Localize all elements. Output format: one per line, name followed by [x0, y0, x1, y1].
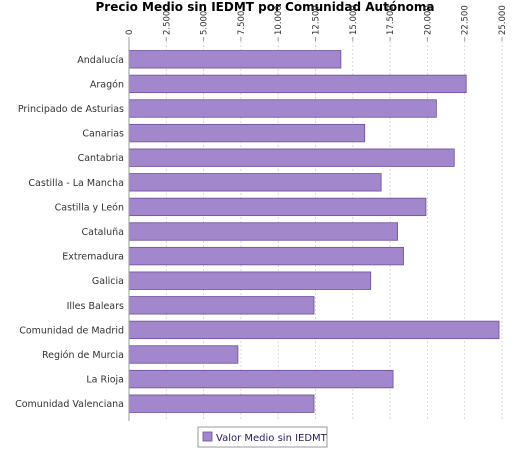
- x-tick-label: 5.000: [200, 11, 210, 35]
- category-label: Illes Balears: [67, 301, 124, 312]
- bar: [128, 222, 398, 241]
- bar: [128, 246, 404, 266]
- x-tick-label: 2.500: [162, 11, 172, 35]
- bar: [128, 271, 372, 290]
- bar: [128, 197, 427, 217]
- category-label: Canarias: [82, 129, 124, 140]
- category-label: Comunidad de Madrid: [19, 325, 124, 336]
- bar: [128, 123, 366, 143]
- x-tick-label: 12.500: [312, 5, 322, 35]
- bar: [128, 50, 342, 69]
- bar: [128, 296, 315, 315]
- legend: Valor Medio sin IEDMT: [197, 426, 328, 448]
- bar: [128, 369, 394, 389]
- x-tick-label: 22.500: [461, 5, 471, 35]
- category-label: Cataluña: [81, 227, 124, 238]
- bar: [128, 320, 500, 340]
- category-labels: Andalucía Aragón Principado de Asturias Can…: [15, 55, 124, 410]
- x-tick-label: 10.000: [274, 5, 284, 35]
- bars: [128, 50, 500, 413]
- x-tick-label: 15.000: [349, 5, 359, 35]
- x-tick-label: 17.500: [386, 5, 396, 35]
- category-label: Principado de Asturias: [18, 104, 124, 115]
- bar: [128, 394, 315, 413]
- bar: [128, 173, 382, 192]
- category-label: Castilla y León: [55, 202, 124, 213]
- category-label: La Rioja: [86, 375, 124, 386]
- chart-title: Precio Medio sin IEDMT por Comunidad Aut…: [96, 0, 435, 14]
- legend-label: Valor Medio sin IEDMT: [216, 433, 328, 444]
- x-tick-label: 25.000: [498, 5, 508, 35]
- category-label: Región de Murcia: [42, 350, 124, 361]
- bar: [128, 99, 437, 118]
- bar: [128, 74, 467, 94]
- x-tick-label: 0: [125, 30, 135, 35]
- bar: [128, 345, 239, 364]
- category-label: Galicia: [92, 276, 124, 287]
- category-label: Castilla - La Mancha: [28, 178, 124, 189]
- bar: [128, 148, 455, 167]
- category-label: Aragón: [90, 79, 124, 90]
- legend-box: [197, 426, 328, 448]
- category-label: Extremadura: [62, 252, 124, 263]
- category-label: Comunidad Valenciana: [15, 399, 124, 410]
- x-tick-label: 20.000: [423, 5, 433, 35]
- x-axis-ticks: 0 2.500 5.000 7.500 10.000 12.500 15.000 17.500…: [125, 5, 508, 41]
- category-label: Andalucía: [77, 55, 124, 66]
- x-tick-label: 7.500: [237, 11, 247, 35]
- category-label: Cantabria: [78, 153, 124, 164]
- legend-swatch: [202, 431, 213, 442]
